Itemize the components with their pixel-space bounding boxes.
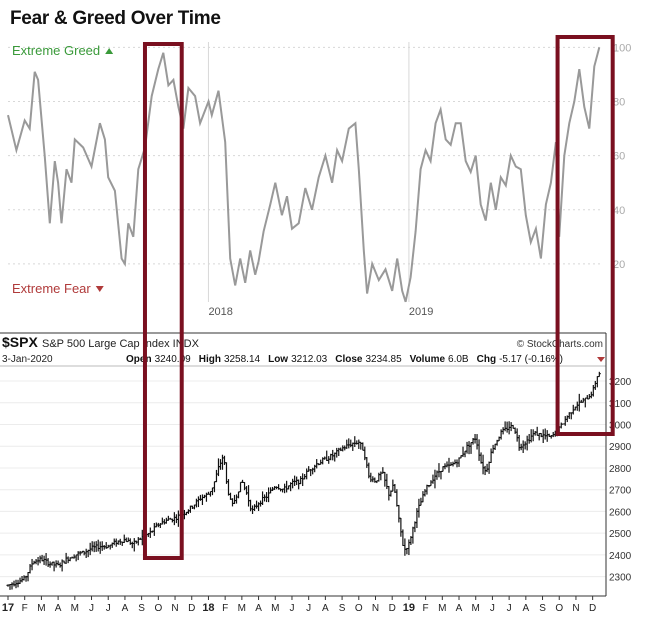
spx-x-tick-label: F — [423, 603, 429, 614]
highlight-box — [555, 35, 615, 436]
spx-stat-value: 6.0B — [448, 354, 469, 365]
spx-x-tick-label: S — [138, 603, 145, 614]
spx-y-tick-label: 2700 — [609, 486, 632, 497]
spx-x-tick-label: M — [37, 603, 45, 614]
spx-y-tick-label: 2400 — [609, 551, 632, 562]
fear-greed-series-line — [7, 47, 601, 303]
spx-x-tick-label: F — [222, 603, 228, 614]
spx-x-tick-label: A — [255, 603, 262, 614]
fg-plot-area — [8, 40, 601, 320]
spx-x-tick-label: A — [122, 603, 129, 614]
spx-stat-label: High — [199, 354, 221, 365]
spx-y-tick-label: 3000 — [609, 421, 632, 432]
spx-x-tick-label: O — [154, 603, 162, 614]
spx-index-name: S&P 500 Large Cap Index INDX — [42, 338, 200, 350]
spx-x-tick-label: S — [539, 603, 546, 614]
spx-x-tick-label: M — [472, 603, 480, 614]
spx-symbol: $SPX — [2, 334, 38, 350]
spx-x-tick-label: J — [490, 603, 495, 614]
spx-x-tick-label: 19 — [403, 602, 415, 614]
fg-x-axis: 2018 2019 — [208, 306, 433, 318]
spx-x-tick-label: N — [572, 603, 579, 614]
fear-greed-panel: 2018 2019 20 40 60 80 100 Extreme Greed Extre… — [7, 40, 631, 320]
spx-x-tick-label: A — [456, 603, 463, 614]
spx-x-tick-label: A — [522, 603, 529, 614]
spx-x-tick-label: J — [289, 603, 294, 614]
spx-stat-label: Open — [126, 354, 152, 365]
spx-x-tick-label: M — [71, 603, 79, 614]
spx-x-tick-label: D — [389, 603, 396, 614]
highlight-boxes — [142, 35, 615, 560]
spx-x-tick-label: A — [55, 603, 62, 614]
spx-stat-value: 3240.09 — [155, 354, 192, 365]
spx-stats-row: Open 3240.09 High 3258.14 Low 3212.03 Close 323… — [126, 354, 563, 365]
spx-y-tick-label: 3200 — [609, 377, 632, 388]
spx-y-tick-label: 2900 — [609, 442, 632, 453]
spx-x-axis: 17 F M A M J J A S O N D 18 F M A M J J A S O N D 19 F M A M J J A S O N D — [2, 596, 596, 614]
spx-x-tick-label: J — [306, 603, 311, 614]
spx-x-tick-label: 17 — [2, 602, 14, 614]
spx-x-tick-label: S — [339, 603, 346, 614]
fg-y-tick-label: 40 — [613, 205, 625, 217]
extreme-fear-label: Extreme Fear — [12, 281, 91, 296]
spx-x-tick-label: A — [322, 603, 329, 614]
spx-y-tick-label: 3100 — [609, 399, 632, 410]
spx-stat-value: 3234.85 — [365, 354, 402, 365]
spx-x-tick-label: 18 — [202, 602, 214, 614]
page-title: Fear & Greed Over Time — [10, 8, 221, 29]
spx-y-tick-label: 2500 — [609, 529, 632, 540]
spx-stat-value: 3212.03 — [291, 354, 328, 365]
spx-x-tick-label: J — [106, 603, 111, 614]
spx-y-tick-label: 2800 — [609, 464, 632, 475]
spx-stat-label: Low — [268, 354, 288, 365]
spx-x-tick-label: N — [372, 603, 379, 614]
spx-x-tick-label: F — [22, 603, 28, 614]
fg-y-tick-label: 20 — [613, 259, 625, 271]
highlight-box — [142, 42, 184, 560]
fg-y-tick-label: 60 — [613, 151, 625, 163]
fg-gridlines — [8, 42, 601, 302]
spx-x-tick-label: J — [507, 603, 512, 614]
spx-stat-value: 3258.14 — [224, 354, 261, 365]
spx-x-tick-label: D — [188, 603, 195, 614]
fg-y-tick-label: 80 — [613, 97, 625, 109]
spx-price-bars — [6, 371, 601, 590]
spx-x-tick-label: M — [238, 603, 246, 614]
spx-x-tick-label: M — [271, 603, 279, 614]
triangle-down-icon — [95, 286, 104, 292]
spx-x-tick-label: N — [171, 603, 178, 614]
spx-x-tick-label: O — [555, 603, 563, 614]
fg-x-tick-label: 2018 — [208, 306, 232, 318]
fg-x-tick-label: 2019 — [409, 306, 433, 318]
fg-y-axis: 20 40 60 80 100 — [613, 42, 631, 270]
spx-y-axis: 2300 2400 2500 2600 2700 2800 2900 3000 3100 3200 — [609, 377, 632, 584]
spx-stat-label: Chg — [477, 354, 496, 365]
spx-y-tick-label: 2600 — [609, 507, 632, 518]
spx-stat-value: -5.17 (-0.16%) — [499, 354, 563, 365]
spx-x-tick-label: M — [438, 603, 446, 614]
spx-source-credit: © StockCharts.com — [517, 339, 603, 350]
spx-y-tick-label: 2300 — [609, 573, 632, 584]
spx-x-tick-label: J — [89, 603, 94, 614]
extreme-greed-label: Extreme Greed — [12, 43, 100, 58]
spx-x-tick-label: O — [355, 603, 363, 614]
spx-panel: $SPX S&P 500 Large Cap Index INDX © Stoc… — [0, 332, 632, 614]
spx-date: 3-Jan-2020 — [2, 354, 53, 365]
fg-y-tick-label: 100 — [613, 42, 631, 54]
spx-stat-label: Close — [335, 354, 363, 365]
triangle-up-icon — [105, 48, 114, 54]
spx-x-tick-label: D — [589, 603, 596, 614]
spx-stat-label: Volume — [410, 354, 446, 365]
triangle-down-icon — [597, 357, 605, 362]
